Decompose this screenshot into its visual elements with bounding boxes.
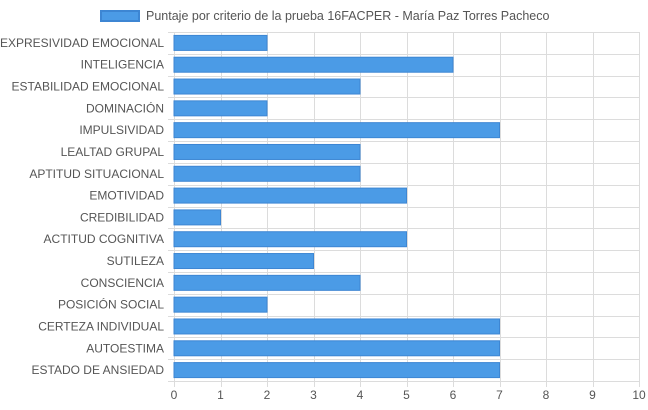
legend-label: Puntaje por criterio de la prueba 16FACP…	[146, 9, 550, 23]
y-tick-label: AUTOESTIMA	[86, 341, 164, 355]
x-tick-label: 4	[357, 388, 364, 402]
x-tick-label: 0	[171, 388, 178, 402]
y-tick-label: LEALTAD GRUPAL	[61, 145, 165, 159]
bar	[173, 274, 361, 291]
x-tick-label: 9	[589, 388, 596, 402]
y-tick-label: CONSCIENCIA	[81, 276, 164, 290]
bar	[173, 296, 268, 313]
y-tick-label: ESTABILIDAD EMOCIONAL	[12, 80, 165, 94]
bar	[173, 253, 314, 270]
x-tick-label: 7	[496, 388, 503, 402]
bar	[173, 318, 500, 335]
x-tick-label: 5	[403, 388, 410, 402]
y-tick-label: APTITUD SITUACIONAL	[29, 167, 164, 181]
x-tick-label: 1	[217, 388, 224, 402]
bar	[173, 34, 268, 51]
y-tick-label: ESTADO DE ANSIEDAD	[32, 363, 165, 377]
y-tick-label: EMOTIVIDAD	[89, 189, 164, 203]
bar	[173, 340, 500, 357]
x-tick-label: 8	[543, 388, 550, 402]
y-tick-label: SUTILEZA	[107, 254, 164, 268]
y-tick-label: ACTITUD COGNITIVA	[44, 232, 164, 246]
bar	[173, 362, 500, 379]
y-tick-label: CREDIBILIDAD	[80, 210, 164, 224]
bar	[173, 143, 361, 160]
y-tick-label: DOMINACIÓN	[86, 100, 164, 115]
legend-swatch	[100, 10, 140, 22]
bar	[173, 187, 407, 204]
x-tick-label: 10	[632, 388, 646, 402]
y-tick-label: IMPULSIVIDAD	[79, 123, 164, 137]
y-tick-label: EXPRESIVIDAD EMOCIONAL	[0, 36, 164, 50]
chart-legend[interactable]: Puntaje por criterio de la prueba 16FACP…	[100, 6, 549, 26]
y-axis-labels: EXPRESIVIDAD EMOCIONAL INTELIGENCIA ESTABI…	[0, 36, 164, 377]
chart-bars	[173, 34, 500, 379]
x-tick-label: 3	[310, 388, 317, 402]
bar	[173, 100, 268, 117]
bar	[173, 56, 454, 73]
y-tick-label: INTELIGENCIA	[81, 58, 164, 72]
x-tick-label: 2	[264, 388, 271, 402]
bar	[173, 165, 361, 182]
x-axis-labels: 0 1 2 3 4 5 6 7 8 9 10	[171, 388, 646, 402]
x-tick-label: 6	[450, 388, 457, 402]
bar	[173, 122, 500, 139]
bar	[173, 78, 361, 95]
bar	[173, 231, 407, 248]
y-tick-label: POSICIÓN SOCIAL	[58, 297, 164, 312]
bar	[173, 209, 221, 226]
y-tick-label: CERTEZA INDIVIDUAL	[38, 319, 164, 333]
